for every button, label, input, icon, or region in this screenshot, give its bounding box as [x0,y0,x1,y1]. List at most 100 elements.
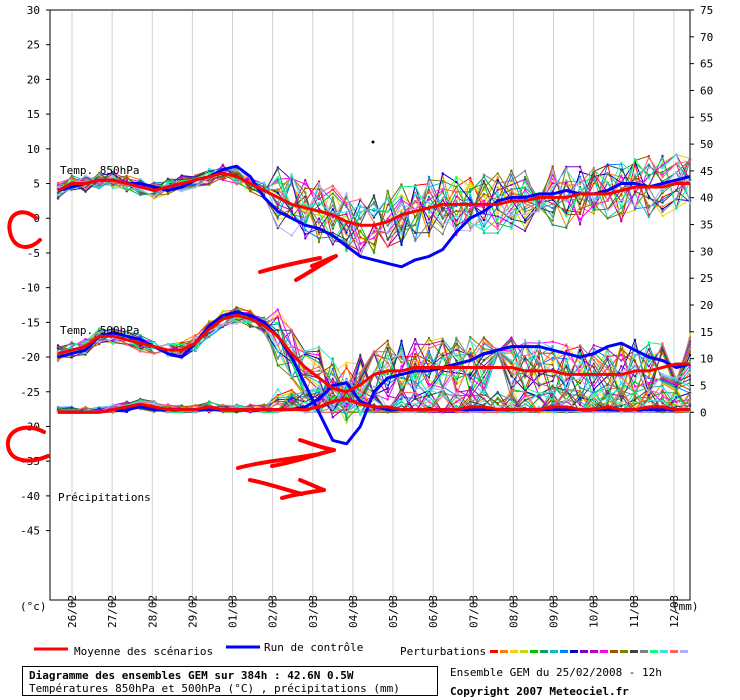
perturbation-point [455,190,458,194]
perturbation-point [565,200,568,203]
perturbation-point [249,188,252,191]
y-left-tick-label: -5 [27,247,40,260]
perturbation-point [592,344,595,347]
perturbation-point [675,162,678,165]
annotation-circle-zero [7,210,42,249]
perturbation-point [455,396,458,399]
y-left-tick-label: 25 [27,39,40,52]
perturbation-point [166,179,170,182]
annotation-arrow-2 [236,438,336,470]
perturbation-point [345,400,348,403]
perturbation-point [262,403,266,406]
perturbation-point [647,215,650,219]
perturbation-point [592,405,595,409]
perturbation-point [400,194,403,197]
perturbation-point [510,193,513,197]
perturbation-point [688,347,692,350]
perturbation-point [304,411,307,414]
perturbation-point [620,370,623,374]
perturbation-point [331,219,334,223]
perturbation-point [386,217,389,220]
perturbation-point [592,395,595,399]
perturbation-point [386,357,389,361]
perturbation-point [235,308,238,311]
perturbation-point [427,185,431,188]
perturbation-point [537,384,541,387]
perturbation-point [221,309,225,313]
x-tick-label: 11/03 [628,595,641,628]
perturbation-point [482,399,486,402]
perturbation-point [620,399,623,402]
perturbation-point [578,187,582,190]
perturbation-point [620,387,623,390]
perturbation-point [496,188,499,192]
perturbation-point [98,182,101,186]
perturbation-point [537,372,541,375]
y-right-tick-label: 55 [700,111,713,124]
perturbation-point [317,180,321,183]
perturbation-point [565,365,568,369]
perturbation-point [482,392,486,395]
x-tick-label: 03/03 [307,595,320,628]
perturbation-point [661,189,664,192]
perturbation-point [620,193,623,196]
perturbation-point [56,344,60,347]
perturbation-point [565,344,568,347]
perturbation-point [331,394,334,398]
perturbation-point [276,363,279,367]
perturbation-point [386,196,389,199]
footer-subtitle: Températures 850hPa et 500hPa (°C) , pré… [29,682,400,695]
perturbation-point [482,218,486,222]
perturbation-point [345,229,348,232]
perturbation-point [592,197,595,200]
perturbation-point [496,172,499,175]
perturbation-point [620,402,623,405]
perturbation-point [565,393,568,397]
perturbation-point [620,168,623,171]
perturbation-point [194,411,197,414]
perturbation-point [482,358,486,362]
perturbation-point [523,218,527,222]
perturbation-point [221,403,225,406]
perturbation-point [688,374,692,378]
perturbation-point [427,411,431,414]
perturbation-point [469,389,472,392]
perturbation-point [510,222,513,225]
perturbation-point [139,188,142,191]
y-left-tick-label: -10 [20,282,40,295]
perturbation-point [578,170,582,174]
perturbation-point [400,395,403,398]
perturbation-point [523,221,527,224]
perturbation-point [180,341,183,345]
perturbation-point [578,403,582,407]
perturbation-point [661,401,664,405]
perturbation-point [427,336,431,340]
perturbation-point [469,199,472,202]
perturbation-point [537,349,541,353]
perturbation-point [675,153,678,156]
perturbation-point [441,214,444,217]
footer-run: Ensemble GEM du 25/02/2008 - 12h [450,666,662,679]
perturbation-point [414,231,417,235]
perturbation-point [166,177,170,181]
perturbation-point [359,229,362,232]
perturbation-point [427,178,431,182]
perturbation-point [592,362,595,365]
perturbation-point [620,218,623,222]
x-tick-label: 09/03 [548,595,561,628]
perturbation-point [400,209,403,212]
perturbation-point [455,411,458,414]
y-left-tick-label: 15 [27,108,40,121]
perturbation-point [235,306,238,309]
perturbation-point [578,196,582,199]
perturbation-point [194,349,197,352]
perturbation-point [523,403,527,406]
perturbation-point [551,182,554,185]
perturbation-point [153,410,156,414]
perturbation-point [455,382,458,385]
perturbation-point [400,353,403,356]
y-left-tick-label: 30 [27,4,40,17]
perturbation-point [455,180,458,184]
perturbation-point [441,389,444,392]
perturbation-point [359,391,362,394]
